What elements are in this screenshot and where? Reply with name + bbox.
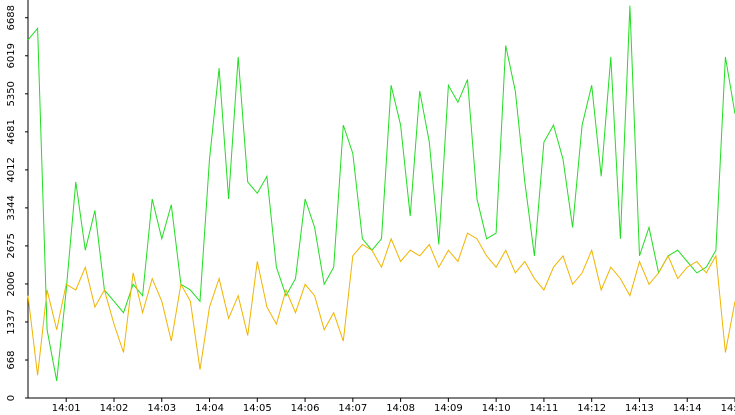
y-tick-label: 4012 [6,157,17,182]
series-line [27,232,735,376]
x-tick-label: 14:02 [100,403,129,414]
y-tick-label: 0 [6,395,17,401]
x-tick-label: 14:14 [673,403,702,414]
y-tick-label: 6019 [6,43,17,68]
x-tick-label: 14:13 [625,403,654,414]
x-tick-label: 14:03 [147,403,176,414]
y-tick-label: 4681 [6,119,17,144]
x-tick-label: 14:09 [434,403,463,414]
x-tick-label: 14:05 [243,403,272,414]
y-tick-label: 5350 [6,81,17,106]
x-tick-label: 14:10 [482,403,511,414]
x-tick-label: 14:06 [291,403,320,414]
y-tick-label: 1337 [6,309,17,334]
y-tick-label: 2675 [6,233,17,258]
x-tick-label: 14:11 [530,403,559,414]
x-tick-label: 14:12 [577,403,606,414]
x-tick-label: 14:01 [52,403,81,414]
series-line [27,5,735,381]
y-tick-label: 6688 [6,5,17,30]
x-tick-label: 14:15 [721,403,735,414]
y-tick-label: 2006 [6,271,17,296]
y-tick-label: 668 [6,350,17,369]
y-tick-label: 3344 [6,195,17,220]
x-tick-label: 14:08 [386,403,415,414]
x-tick-label: 14:07 [338,403,367,414]
x-tick-label: 14:04 [195,403,224,414]
